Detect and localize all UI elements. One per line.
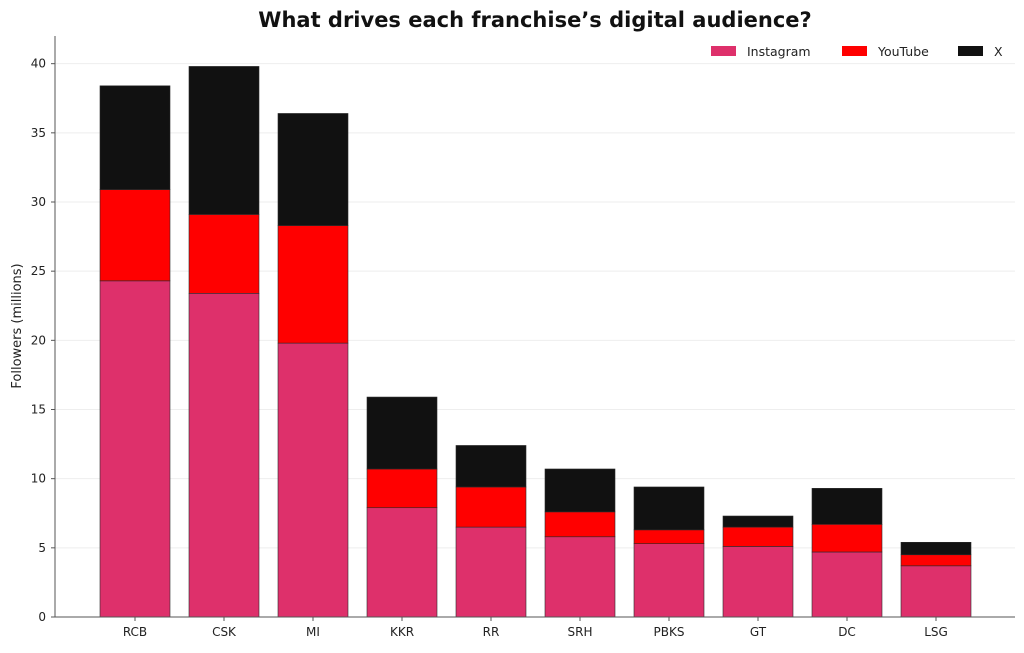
legend-swatch-x (958, 46, 983, 56)
legend-item-youtube: YouTube (842, 44, 929, 59)
legend-swatch-instagram (711, 46, 736, 56)
bar-rcb-youtube (99, 189, 171, 282)
x-tick-label-lsg: LSG (924, 625, 948, 639)
x-tick-label-gt: GT (750, 625, 767, 639)
bar-group-dc (811, 488, 883, 618)
bar-rcb-instagram (99, 280, 171, 618)
legend-item-instagram: Instagram (711, 44, 811, 59)
legend: Instagram YouTube X (711, 44, 1003, 59)
bar-gt-x (722, 515, 794, 528)
y-tick-label-10: 10 (31, 472, 46, 486)
bar-mi-instagram (277, 342, 349, 618)
bar-group-lsg (900, 541, 972, 618)
bar-srh-x (544, 468, 616, 513)
bar-csk-x (188, 66, 260, 215)
bar-mi-x (277, 113, 349, 226)
bar-lsg-instagram (900, 565, 972, 618)
bar-rr-instagram (455, 526, 527, 618)
y-axis-label: Followers (millions) (10, 263, 25, 388)
x-tick-label-kkr: KKR (390, 625, 414, 639)
legend-item-x: X (958, 44, 1003, 59)
bar-dc-x (811, 488, 883, 525)
legend-swatch-youtube (842, 46, 867, 56)
bar-group-pbks (633, 486, 705, 618)
tick-labels: 0 5 10 15 20 25 30 35 40 RCB CSK MI KKR RR SRH PBKS GT DC… (31, 57, 948, 639)
bar-group-gt (722, 515, 794, 618)
y-tick-label-0: 0 (38, 610, 46, 624)
bar-mi-youtube (277, 225, 349, 344)
x-tick-label-mi: MI (306, 625, 320, 639)
bar-group-rr (455, 445, 527, 618)
x-tick-label-rcb: RCB (123, 625, 147, 639)
y-tick-label-5: 5 (38, 541, 46, 555)
bar-group-rcb (99, 85, 171, 618)
bar-group-kkr (366, 396, 438, 618)
bar-group-srh (544, 468, 616, 618)
bar-pbks-instagram (633, 543, 705, 618)
bar-lsg-x (900, 541, 972, 556)
bar-rr-x (455, 445, 527, 488)
y-tick-label-30: 30 (31, 195, 46, 209)
legend-label-instagram: Instagram (747, 44, 811, 59)
bar-csk-youtube (188, 214, 260, 294)
bar-kkr-youtube (366, 468, 438, 509)
bars (99, 66, 972, 618)
bar-rcb-x (99, 85, 171, 190)
bar-csk-instagram (188, 292, 260, 618)
y-tick-label-35: 35 (31, 126, 46, 140)
bar-lsg-youtube (900, 554, 972, 567)
x-tick-label-srh: SRH (568, 625, 593, 639)
x-tick-label-pbks: PBKS (654, 625, 685, 639)
bar-gt-youtube (722, 526, 794, 547)
bar-pbks-x (633, 486, 705, 531)
x-tick-label-csk: CSK (212, 625, 237, 639)
bar-group-mi (277, 113, 349, 618)
x-tick-label-dc: DC (838, 625, 856, 639)
legend-label-youtube: YouTube (877, 44, 929, 59)
bar-pbks-youtube (633, 529, 705, 544)
bar-srh-instagram (544, 536, 616, 618)
bar-kkr-x (366, 396, 438, 470)
bar-kkr-instagram (366, 507, 438, 618)
bar-gt-instagram (722, 546, 794, 618)
y-tick-label-25: 25 (31, 264, 46, 278)
chart-title: What drives each franchise’s digital aud… (258, 8, 811, 32)
y-tick-label-15: 15 (31, 403, 46, 417)
x-tick-label-rr: RR (483, 625, 500, 639)
bar-dc-instagram (811, 551, 883, 618)
bar-group-csk (188, 66, 260, 618)
bar-rr-youtube (455, 486, 527, 528)
legend-label-x: X (994, 44, 1003, 59)
bar-srh-youtube (544, 511, 616, 538)
bar-dc-youtube (811, 524, 883, 553)
y-tick-label-40: 40 (31, 57, 46, 71)
y-tick-label-20: 20 (31, 333, 46, 347)
